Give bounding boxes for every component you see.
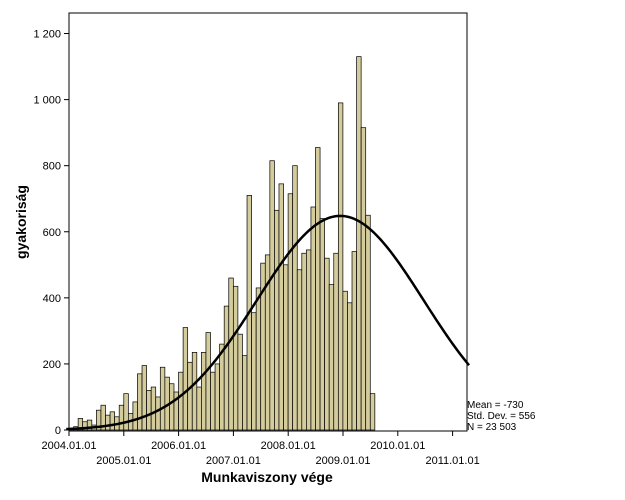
x-axis: 2004.01.012005.01.012006.01.012007.01.01…	[41, 431, 480, 467]
histogram-bar	[324, 257, 330, 431]
histogram-bar	[292, 165, 298, 431]
plot-frame	[68, 12, 468, 432]
histogram-bar	[296, 269, 303, 431]
histogram-bar	[301, 252, 307, 431]
x-tick-label: 2006.01.01	[151, 440, 206, 452]
histogram-bar	[337, 102, 344, 431]
histogram-bar	[201, 352, 207, 431]
histogram-bar	[210, 371, 216, 431]
y-tick-label: 200	[43, 359, 61, 371]
histogram-bar	[342, 290, 348, 431]
y-tick-label: 0	[55, 425, 61, 437]
histogram-bar	[150, 386, 157, 431]
stat-mean: Mean = -730	[467, 400, 524, 411]
histogram-bar	[255, 287, 262, 431]
histogram-bar	[369, 393, 376, 431]
histogram-bar	[205, 332, 211, 431]
histogram-bar	[159, 366, 166, 431]
histogram-bar	[274, 209, 280, 431]
histogram-bar	[237, 333, 243, 431]
histogram-bar	[223, 305, 230, 431]
histogram-bar	[310, 206, 316, 431]
stat-n: N = 23 503	[467, 422, 517, 433]
histogram-bar	[328, 284, 335, 431]
histogram-bar	[319, 218, 325, 431]
normal-curve	[66, 214, 471, 431]
y-tick-label: 600	[43, 227, 61, 239]
histogram-bar	[306, 249, 312, 431]
histogram-bar	[219, 343, 225, 431]
histogram-bar	[269, 160, 275, 431]
histogram-bar	[351, 251, 357, 431]
histogram-bar	[191, 352, 198, 431]
histogram-bar	[251, 312, 257, 431]
x-tick-label: 2004.01.01	[41, 440, 96, 452]
histogram-bar	[196, 386, 202, 431]
histogram-bar	[283, 264, 289, 431]
histogram-bar	[214, 363, 220, 431]
histogram-bar	[187, 361, 193, 431]
y-axis: 0 200 400 600 800 1 000 1 200	[33, 29, 69, 437]
stat-std-dev: Std. Dev. = 556	[467, 411, 536, 422]
histogram-bar	[315, 147, 321, 431]
histogram-bar	[137, 373, 143, 431]
x-axis-title: Munkaviszony vége	[201, 469, 333, 485]
x-tick-label: 2008.01.01	[261, 440, 316, 452]
bars-group	[68, 56, 376, 431]
histogram-bar	[132, 401, 138, 431]
histogram-bar	[155, 396, 161, 431]
histogram-bar	[228, 277, 234, 431]
histogram-bar	[347, 302, 353, 431]
histogram-bar	[360, 127, 367, 431]
histogram-bar	[242, 355, 248, 431]
x-tick-label: 2010.01.01	[370, 440, 425, 452]
x-tick-label: 2011.01.01	[425, 455, 479, 467]
histogram-bar	[146, 390, 152, 431]
histogram-bar	[118, 404, 125, 431]
x-tick-label: 2007.01.01	[206, 455, 261, 467]
x-tick-label: 2009.01.01	[315, 455, 370, 467]
histogram-bar	[123, 393, 129, 431]
histogram-bar	[287, 193, 294, 431]
y-tick-label: 400	[43, 293, 61, 305]
histogram-bar	[182, 327, 189, 431]
histogram-bar	[232, 285, 239, 431]
histogram-bar	[178, 371, 184, 431]
histogram-bar	[278, 183, 284, 431]
histogram-bar	[365, 214, 371, 431]
histogram-bar	[356, 56, 362, 431]
histogram-bar	[109, 411, 115, 431]
histogram-bar	[141, 365, 147, 431]
y-tick-label: 800	[43, 161, 61, 173]
histogram-bar	[333, 252, 339, 431]
x-tick-label: 2005.01.01	[96, 455, 151, 467]
y-tick-label: 1 200	[33, 29, 61, 41]
y-tick-label: 1 000	[33, 95, 61, 107]
histogram-bar	[169, 383, 175, 431]
histogram-bar	[105, 414, 111, 431]
y-axis-title: gyakoriság	[13, 185, 29, 259]
